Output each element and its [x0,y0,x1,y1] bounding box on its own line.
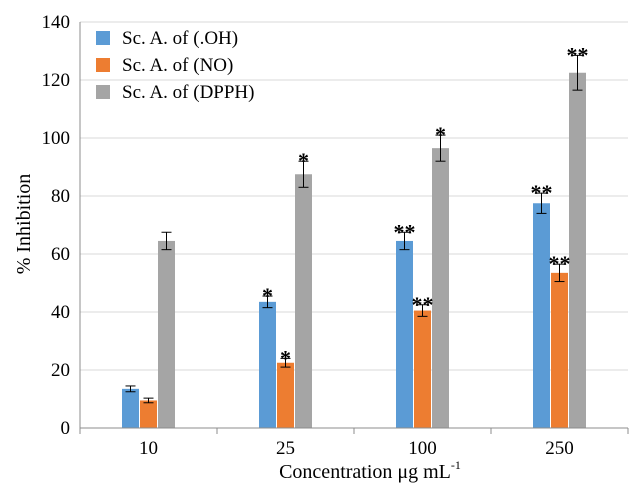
bar [259,301,276,428]
bar [414,310,431,428]
bar [277,362,294,428]
significance-label: ** [549,251,571,276]
significance-label: * [298,148,309,173]
x-axis-title: Concentration μg mL-1 [279,458,461,483]
significance-label: ** [567,42,589,67]
bar [551,272,568,428]
y-tick-labels: 0 20 40 60 80 100 120 140 [42,12,71,439]
y-tick-label: 0 [61,418,71,439]
significance-label: ** [394,219,416,244]
significance-label: ** [531,180,553,205]
x-tick-label: 25 [276,438,295,459]
bar [432,148,449,428]
significance-label: * [435,122,446,147]
bar [533,203,550,428]
x-axis-title-sup: -1 [451,458,461,472]
bar [158,240,175,428]
x-tick-label: 100 [408,438,437,459]
legend-swatch [96,58,110,72]
x-tick-labels: 10 25 100 250 [139,438,574,459]
y-tick-label: 80 [51,186,70,207]
bars [122,72,586,428]
error-bars [125,54,583,404]
legend-label: Sc. A. of (NO) [122,55,233,76]
legend-label: Sc. A. of (DPPH) [122,82,254,103]
y-tick-label: 40 [51,302,70,323]
bar [122,388,139,428]
legend: Sc. A. of (.OH) Sc. A. of (NO) Sc. A. of (… [96,28,254,103]
y-tick-label: 100 [42,128,71,149]
legend-swatch [96,85,110,99]
axes [79,22,629,434]
x-tick-label: 10 [139,438,158,459]
significance-markers: ************** [262,42,589,370]
y-axis-title: % Inhibition [13,174,35,275]
significance-label: ** [412,292,434,317]
bar [396,240,413,428]
bar [295,174,312,428]
bar [140,400,157,428]
y-tick-label: 60 [51,244,70,265]
x-tick-label: 250 [545,438,574,459]
y-tick-label: 20 [51,360,70,381]
y-tick-label: 120 [42,70,71,91]
legend-swatch [96,31,110,45]
bar [569,72,586,428]
legend-label: Sc. A. of (.OH) [122,28,238,49]
y-tick-label: 140 [42,12,71,33]
significance-label: * [262,283,273,308]
significance-label: * [280,345,291,370]
x-axis-title-main: Concentration μg mL [279,461,451,483]
